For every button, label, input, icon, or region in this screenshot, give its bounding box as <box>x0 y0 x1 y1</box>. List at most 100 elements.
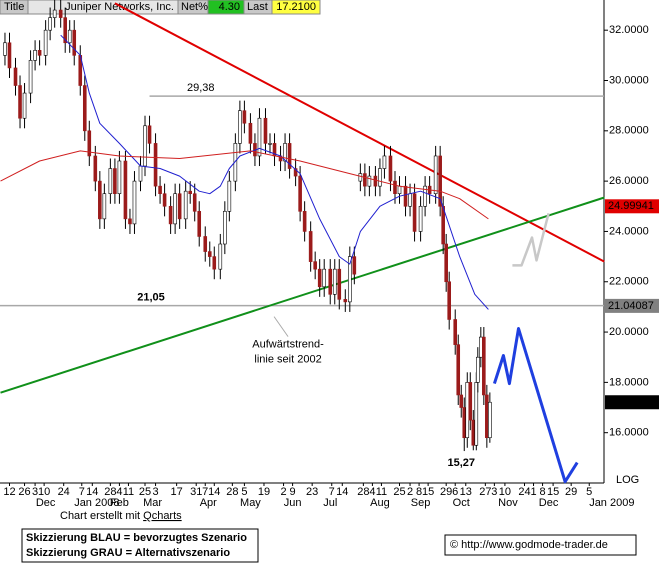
candle-body <box>117 160 122 195</box>
x-tick-label: 11 <box>123 486 134 498</box>
candle-body <box>233 143 238 182</box>
candle-body <box>257 117 262 157</box>
candle-body <box>382 155 387 169</box>
candle-body <box>67 29 72 44</box>
candle-body <box>43 29 48 56</box>
month-label: Dec <box>539 497 559 509</box>
candle-body <box>52 9 57 18</box>
x-tick-label: 7 <box>79 486 85 498</box>
candle-body <box>183 190 188 220</box>
candle-body <box>93 155 98 182</box>
candle-body <box>203 236 208 252</box>
candle-body <box>18 85 22 119</box>
y-tick-label: 24.0000 <box>609 225 649 237</box>
candle-body <box>37 50 42 56</box>
candle-body <box>418 205 423 232</box>
candle-body <box>227 180 232 212</box>
candle-body <box>63 17 68 44</box>
x-tick-label: 28 <box>226 486 238 498</box>
candle-body <box>192 193 197 212</box>
header-last: 17.2100 <box>276 1 316 13</box>
candle-body <box>397 185 402 195</box>
x-tick-label: 25 <box>393 486 405 498</box>
annotation-pointer <box>273 316 289 337</box>
candle-body <box>48 17 52 31</box>
x-tick-label: 15 <box>547 486 559 498</box>
scenario-path <box>492 327 579 484</box>
y-tick-label: 30.0000 <box>609 74 649 86</box>
month-label: May <box>240 497 261 509</box>
candle-body <box>7 42 12 69</box>
candle-body <box>132 180 137 225</box>
candle-body <box>143 125 147 167</box>
x-tick-label: 10 <box>38 486 50 498</box>
candle-body <box>238 110 242 144</box>
low-label: 15,27 <box>447 457 475 469</box>
moving-average <box>0 150 489 220</box>
candle-body <box>471 419 476 446</box>
header-last-label: Last <box>247 1 268 13</box>
candle-body <box>72 29 77 56</box>
candle-body <box>138 165 143 182</box>
candle-body <box>223 211 227 245</box>
candle-body <box>28 60 33 94</box>
candle-body <box>433 155 438 195</box>
x-tick-label: 17 <box>171 486 183 498</box>
header-title-label: Title <box>4 1 24 13</box>
x-tick-label: 4 <box>369 486 375 498</box>
y-tick-label: 26.0000 <box>609 175 649 187</box>
candle-body <box>82 85 87 132</box>
header-cell <box>271 0 321 15</box>
candle-body <box>348 256 352 303</box>
candle-body <box>248 122 253 144</box>
x-tick-label: 1 <box>530 486 536 498</box>
candle-body <box>128 218 132 225</box>
scenario-text: Skizzierung GRAU = Alternativszenario <box>26 547 230 559</box>
header-name: Juniper Networks, Inc. <box>65 1 174 13</box>
candle-body <box>456 344 461 396</box>
candle-body <box>308 231 313 262</box>
candle-body <box>123 160 128 220</box>
candle-body <box>462 407 467 439</box>
price-marker-label: 21.04087 <box>608 300 654 312</box>
level-label: 21,05 <box>137 292 165 304</box>
month-label: Jul <box>323 497 337 509</box>
candle-body <box>313 261 317 270</box>
candle-body <box>173 193 177 225</box>
candle-body <box>367 175 372 187</box>
candle-body <box>3 42 7 56</box>
candle-body <box>153 143 158 187</box>
x-tick-label: 12 <box>3 486 15 498</box>
candle-body <box>459 394 464 408</box>
candle-body <box>352 256 357 275</box>
x-tick-label: 3 <box>32 486 38 498</box>
x-tick-label: 8 <box>539 486 545 498</box>
candle-body <box>337 268 342 300</box>
month-label: Jun <box>284 497 302 509</box>
candle-body <box>488 401 492 439</box>
x-tick-label: 14 <box>336 486 348 498</box>
candle-body <box>33 50 37 61</box>
candle-body <box>317 268 322 288</box>
x-tick-label: 9 <box>290 486 296 498</box>
candle-body <box>476 356 480 383</box>
x-tick-label: 11 <box>376 486 387 498</box>
candle-body <box>447 281 451 320</box>
price-marker <box>605 395 659 410</box>
copyright-box <box>444 534 637 556</box>
x-tick-label: 5 <box>241 486 247 498</box>
candle-body <box>479 336 483 358</box>
x-tick-label: 2 <box>407 486 413 498</box>
candle-body <box>287 143 292 169</box>
y-tick-label: 16.0000 <box>609 427 649 439</box>
x-tick-label: 6 <box>452 486 458 498</box>
scenario-text: Skizzierung BLAU = bevorzugtes Szenario <box>26 532 247 544</box>
month-label: Jan 2009 <box>589 497 634 509</box>
candle-body <box>197 211 202 237</box>
scale-label: LOG <box>616 474 639 486</box>
candle-body <box>373 175 378 187</box>
candle-body <box>113 168 117 195</box>
x-tick-label: 10 <box>499 486 511 498</box>
